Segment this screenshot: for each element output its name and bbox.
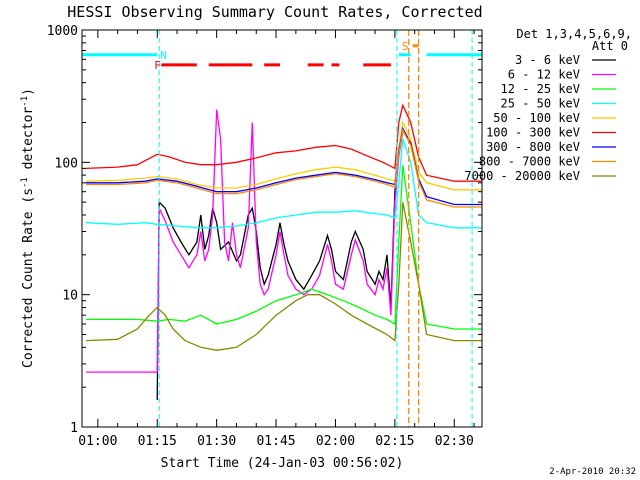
series-layer <box>85 103 482 401</box>
y-tick-label-1: 10 <box>62 289 78 304</box>
x-tick-label-5: 02:15 <box>375 434 414 449</box>
x-axis-label: Start Time (24-Jan-03 00:56:02) <box>161 456 404 471</box>
x-tick-label-6: 02:30 <box>435 434 474 449</box>
y-tick-label-2: 100 <box>55 156 78 171</box>
y-axis-label-part2: detector <box>21 107 36 178</box>
x-tick-label-1: 01:15 <box>138 434 177 449</box>
flag-label-1: F <box>154 59 161 72</box>
x-tick-label-2: 01:30 <box>197 434 236 449</box>
legend-label-4: 50 - 100 keV <box>493 111 580 125</box>
series-line-0 <box>156 128 404 401</box>
series-line-5 <box>85 103 482 182</box>
legend-label-6: 300 - 800 keV <box>486 140 580 154</box>
legend-label-8: 7000 - 20000 keV <box>464 169 580 183</box>
legend-label-2: 12 - 25 keV <box>501 82 580 96</box>
plot-frame <box>81 29 483 428</box>
series-line-8 <box>85 202 482 351</box>
y-axis-label-sup2: -1 <box>20 96 30 107</box>
series-line-1 <box>86 109 404 373</box>
y-axis-label-sup1: -1 <box>20 177 30 188</box>
series-line-7 <box>86 128 482 208</box>
legend-label-0: 3 - 6 keV <box>515 53 580 67</box>
flag-label-0: N <box>160 49 167 62</box>
legend-label-7: 800 - 7000 keV <box>479 155 580 169</box>
tick-layer: 01:00 01:15 01:30 01:45 02:00 02:15 02:30 1 10 10… <box>47 24 482 449</box>
y-axis-label-part1: Corrected Count Rate (s <box>21 188 36 368</box>
x-tick-label-3: 01:45 <box>256 434 295 449</box>
legend-label-3: 25 - 50 keV <box>501 97 580 111</box>
y-tick-label-3: 1000 <box>47 24 78 39</box>
series-line-3 <box>85 138 482 229</box>
y-axis-label-part3: ) <box>21 88 36 96</box>
y-axis-label: Corrected Count Rate (s-1 detector-1) <box>20 88 36 368</box>
x-tick-label-0: 01:00 <box>78 434 117 449</box>
legend-header-line2: Att 0 <box>592 39 628 53</box>
series-line-2 <box>86 165 482 330</box>
flag-layer: NF S <box>82 30 482 427</box>
x-tick-label-4: 02:00 <box>316 434 355 449</box>
chart-title: HESSI Observing Summary Count Rates, Cor… <box>67 3 482 21</box>
timestamp: 2-Apr-2010 20:32 <box>549 467 636 477</box>
y-tick-label-0: 1 <box>70 421 78 436</box>
legend-header-line1: Det 1,3,4,5,6,9, <box>516 27 632 41</box>
flag-label-2: S <box>402 40 409 53</box>
legend-label-5: 100 - 300 keV <box>486 126 580 140</box>
series-line-4 <box>85 120 482 191</box>
legend-label-1: 6 - 12 keV <box>508 68 580 82</box>
